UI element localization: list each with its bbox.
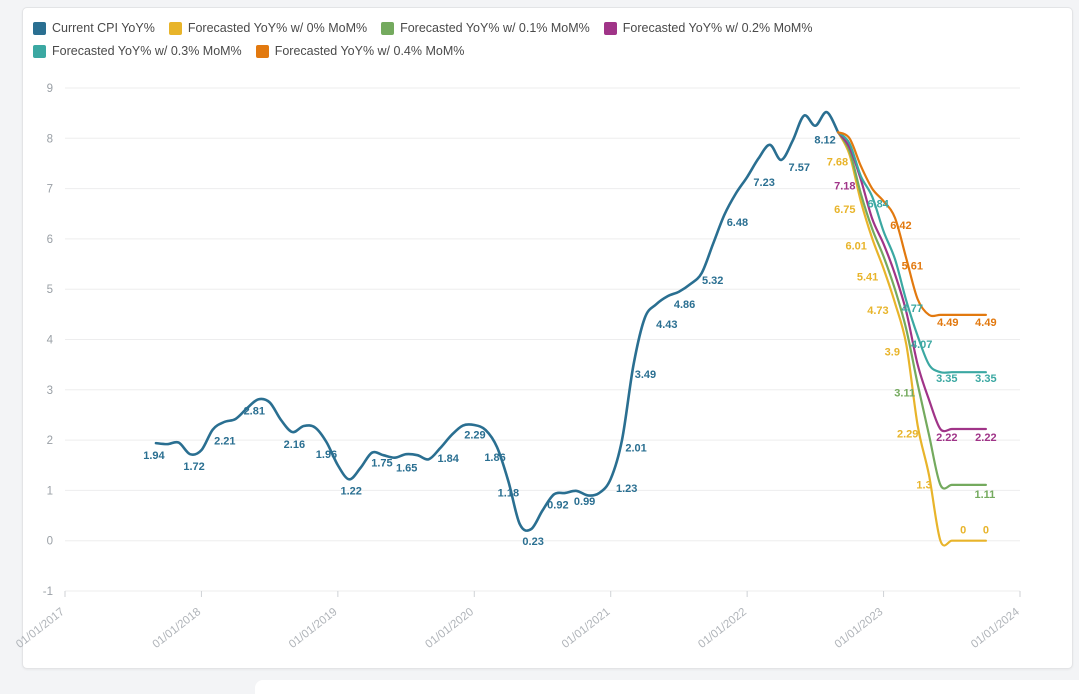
y-axis-tick-label: 8 <box>47 133 53 145</box>
legend: Current CPI YoY% Forecasted YoY% w/ 0% Mo… <box>33 21 993 58</box>
y-axis-tick-label: 9 <box>47 83 53 95</box>
series-line <box>836 131 987 547</box>
data-label: 2.22 <box>936 432 957 444</box>
x-axis-tick-label: 01/01/2024 <box>969 606 1022 651</box>
legend-item-label: Forecasted YoY% w/ 0.2% MoM% <box>622 21 813 35</box>
data-label: 7.68 <box>827 156 848 168</box>
legend-swatch-icon <box>255 44 269 58</box>
data-label: 1.96 <box>316 449 337 461</box>
data-label: 0 <box>983 525 989 537</box>
legend-item[interactable]: Forecasted YoY% w/ 0.4% MoM% <box>255 44 465 58</box>
data-label: 2.16 <box>284 439 305 451</box>
data-label: 1.18 <box>498 487 519 499</box>
data-label: 2.01 <box>625 443 646 455</box>
data-label: 0.99 <box>574 496 595 508</box>
x-axis-tick-label: 01/01/2017 <box>14 606 67 651</box>
legend-swatch-icon <box>33 44 46 58</box>
legend-item-label: Forecasted YoY% w/ 0.1% MoM% <box>400 21 590 35</box>
data-label: 6.48 <box>727 217 748 229</box>
data-label: 5.61 <box>902 261 923 273</box>
y-axis-tick-label: 6 <box>47 234 53 246</box>
data-label: 2.21 <box>214 436 235 448</box>
y-axis-tick-label: -1 <box>43 586 53 598</box>
data-label: 3.11 <box>894 387 915 399</box>
x-axis-tick-label: 01/01/2022 <box>696 606 749 651</box>
x-axis-tick-label: 01/01/2020 <box>423 606 476 651</box>
series-line <box>154 110 840 532</box>
data-label: 3.35 <box>936 373 957 385</box>
legend-swatch-icon <box>381 21 395 35</box>
data-label: 6.42 <box>890 220 911 232</box>
y-axis-tick-label: 7 <box>47 184 53 196</box>
x-axis-tick-label: 01/01/2019 <box>287 606 340 651</box>
data-label: 1.94 <box>143 450 165 462</box>
data-label: 3.49 <box>635 369 656 381</box>
data-label: 2.29 <box>897 429 918 441</box>
data-label: 2.81 <box>244 405 265 417</box>
y-axis-tick-label: 3 <box>47 385 53 397</box>
legend-swatch-icon <box>168 21 182 35</box>
data-label: 6.75 <box>834 204 855 216</box>
data-label: 3.35 <box>975 373 996 385</box>
series-line <box>836 131 987 433</box>
data-label: 8.12 <box>814 134 835 146</box>
series-line <box>836 131 987 490</box>
data-label: 4.49 <box>937 317 958 329</box>
legend-item-label: Forecasted YoY% w/ 0% MoM% <box>187 21 368 35</box>
data-label: 1.72 <box>183 461 204 473</box>
x-axis-tick-label: 01/01/2021 <box>560 606 613 651</box>
data-label: 4.43 <box>656 319 677 331</box>
y-axis-tick-label: 5 <box>47 284 53 296</box>
legend-swatch-icon <box>33 21 46 35</box>
legend-item[interactable]: Forecasted YoY% w/ 0% MoM% <box>168 21 368 35</box>
data-label: 4.07 <box>911 339 932 351</box>
data-label: 4.73 <box>867 305 888 317</box>
data-label: 6.01 <box>845 240 866 252</box>
legend-item[interactable]: Forecasted YoY% w/ 0.3% MoM% <box>33 44 242 58</box>
data-label: 2.22 <box>975 432 996 444</box>
data-label: 5.41 <box>857 272 878 284</box>
data-label: 1.3 <box>916 479 931 491</box>
series-line <box>836 131 987 374</box>
footer-strip <box>255 680 1079 694</box>
data-label: 6.84 <box>867 199 889 211</box>
data-label: 0.23 <box>522 536 543 548</box>
data-label: 2.29 <box>464 430 485 442</box>
data-label: 7.23 <box>753 177 774 189</box>
legend-swatch-icon <box>603 21 617 35</box>
legend-item[interactable]: Forecasted YoY% w/ 0.1% MoM% <box>381 21 590 35</box>
legend-item-label: Current CPI YoY% <box>52 21 155 35</box>
data-label: 1.84 <box>437 453 459 465</box>
data-label: 4.86 <box>674 299 695 311</box>
series-line <box>836 131 987 318</box>
data-label: 4.49 <box>975 317 996 329</box>
data-label: 1.11 <box>974 489 995 501</box>
legend-item[interactable]: Forecasted YoY% w/ 0.2% MoM% <box>603 21 813 35</box>
data-label: 7.57 <box>789 162 810 174</box>
data-label: 0 <box>960 525 966 537</box>
y-axis-tick-label: 0 <box>47 536 53 548</box>
x-axis-tick-label: 01/01/2023 <box>833 606 886 651</box>
data-label: 7.18 <box>834 181 855 193</box>
y-axis-tick-label: 2 <box>47 435 53 447</box>
legend-item-label: Forecasted YoY% w/ 0.3% MoM% <box>52 44 242 58</box>
data-label: 5.32 <box>702 275 723 287</box>
legend-item-label: Forecasted YoY% w/ 0.4% MoM% <box>274 44 465 58</box>
y-axis-tick-label: 4 <box>47 335 54 347</box>
data-label: 1.22 <box>341 485 362 497</box>
data-label: 1.86 <box>484 452 505 464</box>
chart-card <box>22 7 1073 669</box>
data-label: 1.23 <box>616 483 637 495</box>
data-label: 0.92 <box>547 499 568 511</box>
legend-item[interactable]: Current CPI YoY% <box>33 21 155 35</box>
x-axis-tick-label: 01/01/2018 <box>151 606 204 651</box>
data-label: 3.9 <box>885 347 900 359</box>
data-label: 1.65 <box>396 463 417 475</box>
y-axis-tick-label: 1 <box>47 485 53 497</box>
data-label: 4.77 <box>902 303 923 315</box>
data-label: 1.75 <box>371 458 392 470</box>
